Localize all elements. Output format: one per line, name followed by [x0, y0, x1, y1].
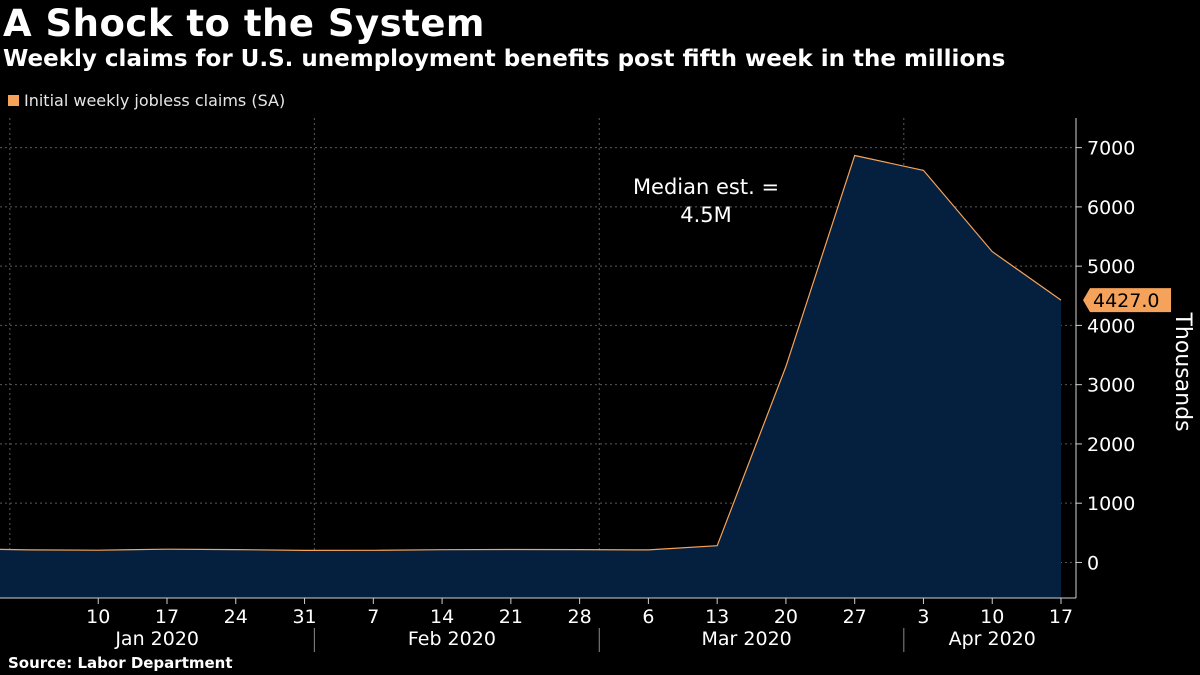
- month-label: Mar 2020: [702, 628, 792, 650]
- month-label: Apr 2020: [949, 628, 1036, 650]
- annotation-text: Median est. =: [633, 175, 779, 199]
- y-tick-label: 2000: [1087, 434, 1135, 456]
- month-label: Jan 2020: [114, 628, 199, 650]
- x-tick-label: 10: [980, 606, 1004, 628]
- x-tick-label: 21: [499, 606, 523, 628]
- x-tick-label: 13: [705, 606, 729, 628]
- y-tick-label: 3000: [1087, 375, 1135, 397]
- x-tick-label: 31: [292, 606, 316, 628]
- legend-label: Initial weekly jobless claims (SA): [24, 91, 286, 110]
- y-tick-label: 0: [1087, 552, 1099, 574]
- last-value-tag: [1083, 288, 1171, 313]
- legend-swatch: [8, 95, 19, 106]
- legend: Initial weekly jobless claims (SA): [8, 91, 285, 110]
- y-tick-label: 4000: [1087, 315, 1135, 337]
- x-tick-label: 24: [224, 606, 248, 628]
- y-tick-label: 6000: [1087, 197, 1135, 219]
- y-tick-label: 7000: [1087, 138, 1135, 160]
- y-axis-label: Thousands: [1170, 311, 1195, 431]
- x-tick-label: 14: [430, 606, 454, 628]
- series-area: [0, 155, 1061, 598]
- x-tick-label: 27: [843, 606, 867, 628]
- last-value-label: 4427.0: [1093, 290, 1159, 312]
- series-line: [0, 154, 1062, 552]
- annotation-text: 4.5M: [680, 203, 732, 227]
- x-tick-label: 6: [642, 606, 654, 628]
- chart-title: A Shock to the System: [3, 2, 485, 45]
- x-tick-label: 3: [917, 606, 929, 628]
- x-tick-label: 10: [86, 606, 110, 628]
- month-label: Feb 2020: [408, 628, 496, 650]
- x-tick-label: 28: [568, 606, 592, 628]
- y-tick-label: 5000: [1087, 256, 1135, 278]
- chart-subtitle: Weekly claims for U.S. unemployment bene…: [3, 46, 1006, 72]
- x-tick-label: 17: [155, 606, 179, 628]
- source-note: Source: Labor Department: [8, 654, 233, 672]
- x-tick-label: 20: [774, 606, 798, 628]
- y-tick-label: 1000: [1087, 493, 1135, 515]
- x-tick-label: 17: [1049, 606, 1073, 628]
- x-tick-label: 7: [367, 606, 379, 628]
